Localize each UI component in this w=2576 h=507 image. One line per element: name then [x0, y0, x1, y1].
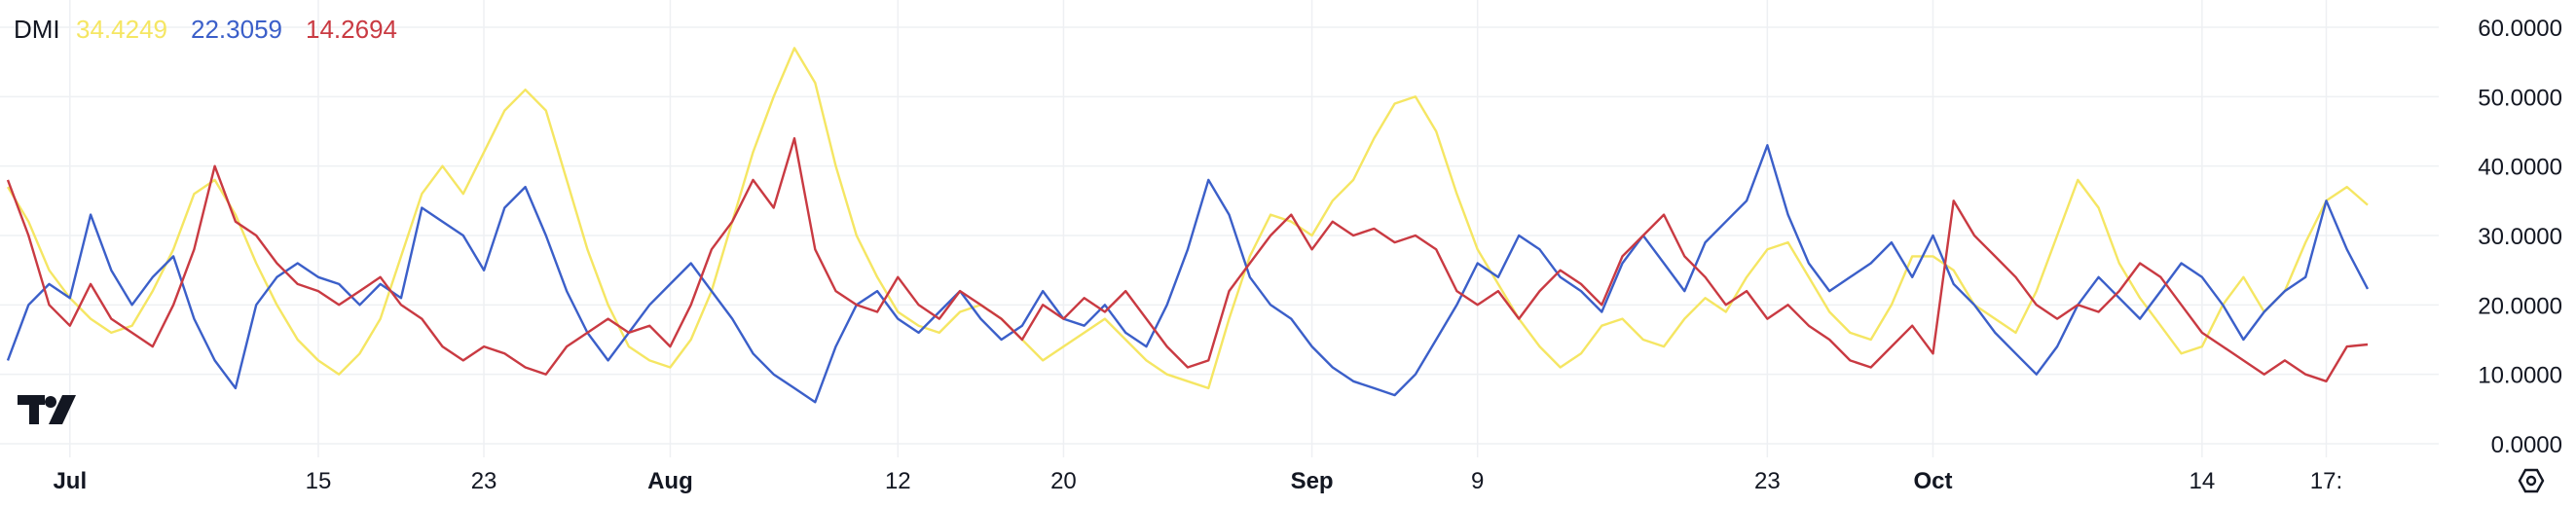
- x-tick-label: 17:: [2310, 468, 2342, 494]
- y-tick-label: 60.0000: [2478, 16, 2562, 42]
- y-tick-label: 50.0000: [2478, 85, 2562, 111]
- y-tick-label: 30.0000: [2478, 224, 2562, 250]
- tradingview-logo-icon[interactable]: [18, 395, 76, 424]
- grid-lines: [0, 0, 2439, 457]
- series-lines: [6, 47, 2370, 404]
- legend-adx-value: 34.4249: [76, 15, 167, 44]
- x-tick-label: 12: [885, 468, 911, 494]
- y-tick-label: 10.0000: [2478, 363, 2562, 389]
- x-tick-label: 20: [1050, 468, 1077, 494]
- y-tick-label: 40.0000: [2478, 155, 2562, 181]
- legend-minus-di-value: 14.2694: [306, 15, 397, 44]
- x-tick-label: Jul: [53, 468, 87, 494]
- x-axis[interactable]: Jul 15 23 Aug 12 20 Sep 9 23 Oct 14 17:: [53, 468, 2342, 494]
- x-tick-label: 15: [306, 468, 332, 494]
- legend-indicator-name: DMI: [14, 15, 60, 44]
- x-tick-label: Sep: [1291, 468, 1334, 494]
- series-line-adx: [6, 47, 2369, 390]
- x-tick-label: Aug: [647, 468, 693, 494]
- x-tick-label: 23: [1754, 468, 1781, 494]
- series-line-minus-di: [6, 136, 2369, 382]
- x-tick-label: 23: [471, 468, 497, 494]
- x-tick-label: 14: [2190, 468, 2216, 494]
- y-tick-label: 20.0000: [2478, 293, 2562, 319]
- y-axis[interactable]: 60.0000 50.0000 40.0000 30.0000 20.0000 10.00…: [2478, 16, 2562, 458]
- x-tick-label: Oct: [1913, 468, 1952, 494]
- legend-plus-di-value: 22.3059: [191, 15, 282, 44]
- settings-hexagon-icon[interactable]: [2518, 468, 2545, 493]
- x-tick-label: 9: [1471, 468, 1484, 494]
- series-line-plus-di: [6, 144, 2370, 404]
- y-tick-label: 0.0000: [2491, 432, 2562, 458]
